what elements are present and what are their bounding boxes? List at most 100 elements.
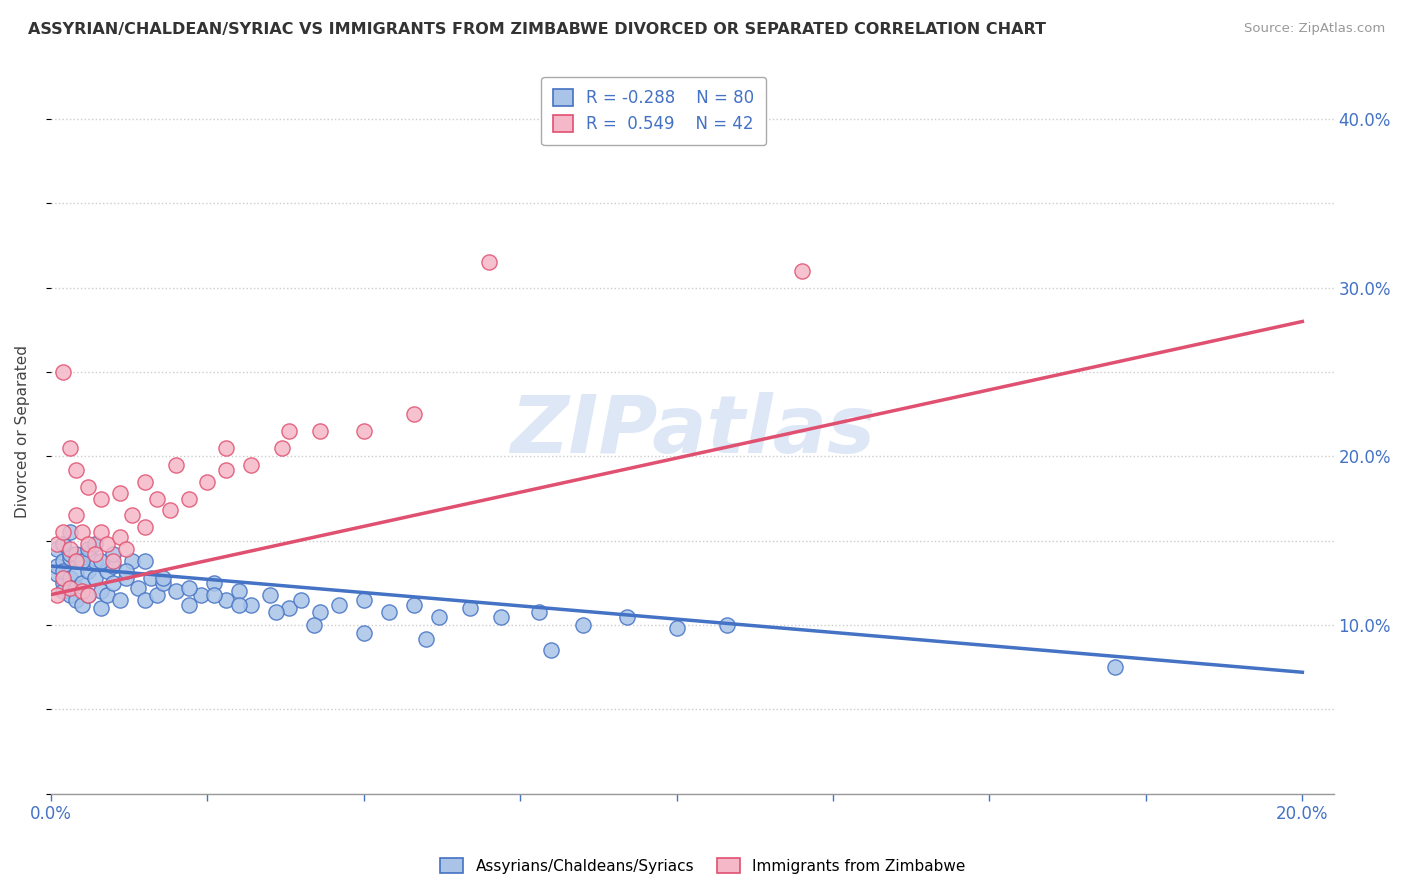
Point <box>134 520 156 534</box>
Legend: Assyrians/Chaldeans/Syriacs, Immigrants from Zimbabwe: Assyrians/Chaldeans/Syriacs, Immigrants … <box>434 852 972 880</box>
Point <box>190 588 212 602</box>
Point <box>59 547 82 561</box>
Point <box>309 424 332 438</box>
Point <box>70 598 93 612</box>
Point <box>240 598 263 612</box>
Point <box>59 581 82 595</box>
Point <box>377 605 399 619</box>
Point <box>202 588 225 602</box>
Point <box>77 564 100 578</box>
Point <box>202 575 225 590</box>
Point <box>59 542 82 557</box>
Point <box>77 588 100 602</box>
Point <box>46 559 69 574</box>
Point <box>127 581 149 595</box>
Point <box>478 255 501 269</box>
Point <box>90 584 112 599</box>
Point <box>665 621 688 635</box>
Point <box>458 601 481 615</box>
Point <box>121 554 143 568</box>
Point <box>159 503 181 517</box>
Point <box>65 554 87 568</box>
Point <box>152 571 174 585</box>
Point <box>52 564 75 578</box>
Point <box>309 605 332 619</box>
Point <box>353 592 375 607</box>
Point <box>215 441 238 455</box>
Point <box>52 554 75 568</box>
Point <box>70 554 93 568</box>
Point <box>96 588 118 602</box>
Text: Source: ZipAtlas.com: Source: ZipAtlas.com <box>1244 22 1385 36</box>
Point <box>177 581 200 595</box>
Point <box>240 458 263 472</box>
Point <box>277 424 299 438</box>
Point <box>271 441 294 455</box>
Point <box>52 365 75 379</box>
Point <box>108 486 131 500</box>
Point <box>134 592 156 607</box>
Point <box>52 525 75 540</box>
Point <box>77 588 100 602</box>
Point <box>165 584 187 599</box>
Point <box>70 554 93 568</box>
Point <box>83 537 105 551</box>
Point <box>108 530 131 544</box>
Point <box>177 491 200 506</box>
Point <box>83 554 105 568</box>
Point <box>52 571 75 585</box>
Point <box>540 643 562 657</box>
Point <box>716 618 738 632</box>
Point <box>52 584 75 599</box>
Point <box>259 588 281 602</box>
Point <box>83 571 105 585</box>
Point <box>353 424 375 438</box>
Point <box>228 584 250 599</box>
Point <box>302 618 325 632</box>
Point <box>59 588 82 602</box>
Point <box>46 537 69 551</box>
Point <box>70 525 93 540</box>
Point <box>121 508 143 523</box>
Point <box>96 537 118 551</box>
Text: ASSYRIAN/CHALDEAN/SYRIAC VS IMMIGRANTS FROM ZIMBABWE DIVORCED OR SEPARATED CORRE: ASSYRIAN/CHALDEAN/SYRIAC VS IMMIGRANTS F… <box>28 22 1046 37</box>
Point <box>59 441 82 455</box>
Point <box>46 542 69 557</box>
Point <box>527 605 550 619</box>
Point <box>70 575 93 590</box>
Point <box>59 550 82 565</box>
Point <box>134 475 156 489</box>
Point <box>96 564 118 578</box>
Point <box>146 491 169 506</box>
Point <box>115 571 138 585</box>
Point <box>103 554 125 568</box>
Point <box>290 592 312 607</box>
Point <box>215 463 238 477</box>
Point <box>103 575 125 590</box>
Legend: R = -0.288    N = 80, R =  0.549    N = 42: R = -0.288 N = 80, R = 0.549 N = 42 <box>541 77 766 145</box>
Point <box>134 554 156 568</box>
Point <box>103 547 125 561</box>
Point <box>165 458 187 472</box>
Point <box>139 571 162 585</box>
Point <box>790 264 813 278</box>
Point <box>65 592 87 607</box>
Point <box>65 463 87 477</box>
Y-axis label: Divorced or Separated: Divorced or Separated <box>15 344 30 517</box>
Point <box>228 598 250 612</box>
Point <box>90 554 112 568</box>
Point <box>353 626 375 640</box>
Point <box>77 542 100 557</box>
Point <box>616 609 638 624</box>
Point <box>65 547 87 561</box>
Point <box>277 601 299 615</box>
Point <box>491 609 513 624</box>
Point <box>70 584 93 599</box>
Point <box>427 609 450 624</box>
Point <box>52 537 75 551</box>
Point <box>1104 660 1126 674</box>
Point <box>59 525 82 540</box>
Point <box>571 618 593 632</box>
Point <box>77 537 100 551</box>
Point <box>195 475 218 489</box>
